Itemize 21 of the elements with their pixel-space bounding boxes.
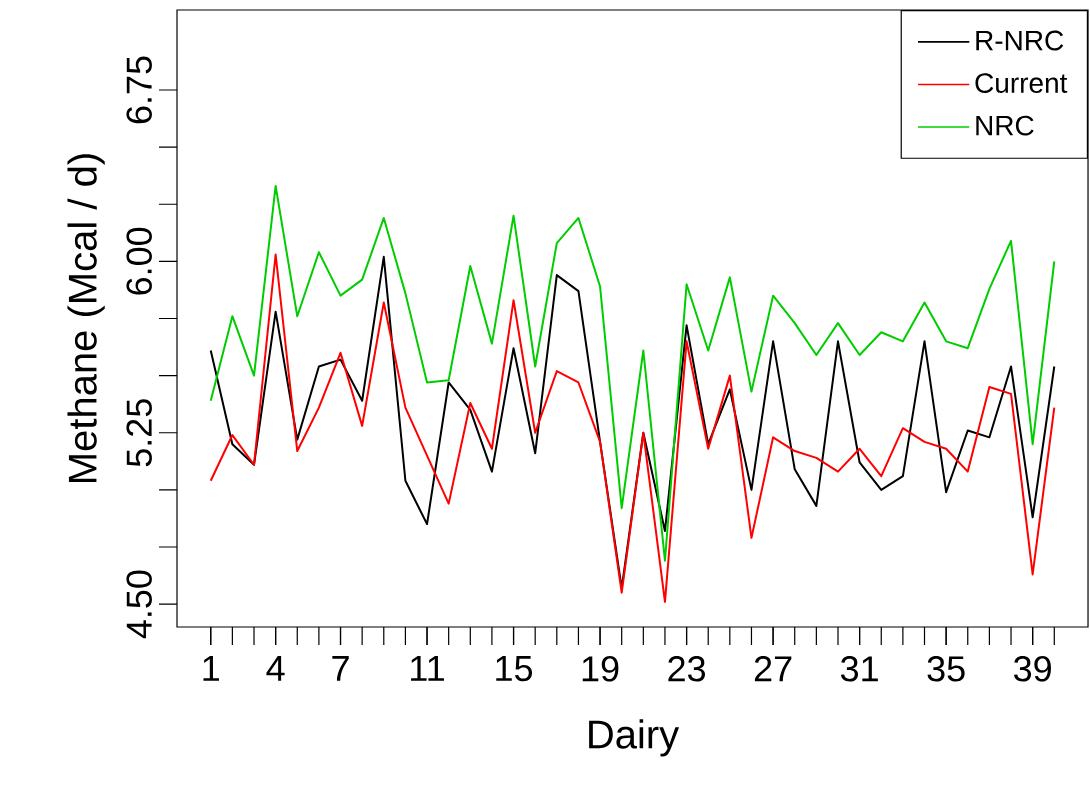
x-tick-label: 4 <box>266 656 285 681</box>
x-tick-label: 1 <box>203 656 219 681</box>
x-tick-label: 23 <box>668 656 706 682</box>
legend-label: NRC <box>976 115 1034 136</box>
x-tick-label: 19 <box>582 656 619 682</box>
x-tick-label: 11 <box>411 656 444 681</box>
legend-label: Current <box>975 73 1068 93</box>
x-tick-label: 31 <box>840 656 878 682</box>
line-series <box>209 184 1056 562</box>
x-tick-label: 7 <box>332 656 349 681</box>
x-axis-title: Dairy <box>589 719 680 757</box>
y-tick-label: 4.50 <box>126 570 152 639</box>
x-tick-label: 27 <box>754 656 792 682</box>
y-tick-label: 6.00 <box>126 227 152 295</box>
x-tick-label: 35 <box>927 656 965 682</box>
x-tick-label: 39 <box>1014 656 1051 682</box>
y-tick-label: 5.25 <box>126 399 152 467</box>
y-tick-label: 6.75 <box>126 56 152 124</box>
x-tick-label: 15 <box>496 656 533 682</box>
y-axis-title: Methane (Mcal / d) <box>67 154 105 482</box>
legend-label: R-NRC <box>976 30 1064 51</box>
